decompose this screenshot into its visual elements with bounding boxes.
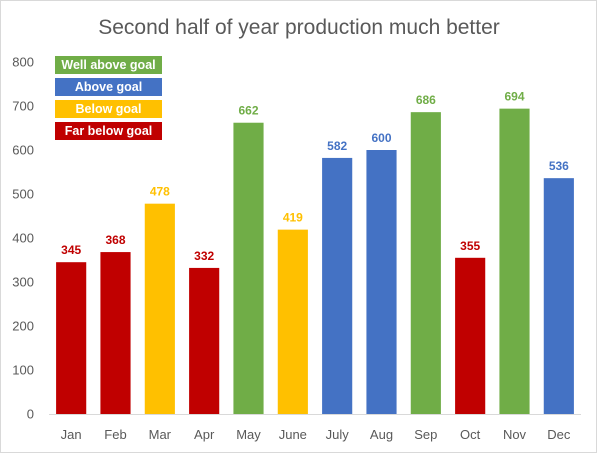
data-label: 355 bbox=[460, 239, 480, 253]
legend-label: Well above goal bbox=[61, 58, 155, 72]
y-tick-label: 700 bbox=[12, 99, 34, 114]
data-label: 600 bbox=[371, 131, 391, 145]
data-label: 536 bbox=[549, 159, 569, 173]
x-tick-label: June bbox=[279, 427, 307, 442]
y-tick-label: 500 bbox=[12, 187, 34, 202]
y-tick-label: 400 bbox=[12, 231, 34, 246]
chart-title: Second half of year production much bett… bbox=[98, 16, 500, 39]
bar-oct bbox=[455, 257, 486, 414]
x-axis: Jan Feb Mar Apr May June July Aug Sep Oct Nov Dec bbox=[49, 414, 581, 442]
y-tick-label: 200 bbox=[12, 319, 34, 334]
data-label: 478 bbox=[150, 185, 170, 199]
data-label: 582 bbox=[327, 139, 347, 153]
bar-jan bbox=[56, 262, 87, 414]
x-tick-label: Nov bbox=[503, 427, 527, 442]
legend-label: Far below goal bbox=[65, 124, 153, 138]
legend-swatch-below bbox=[55, 100, 162, 118]
y-tick-label: 0 bbox=[27, 407, 34, 422]
data-label: 686 bbox=[416, 93, 436, 107]
x-tick-label: Aug bbox=[370, 427, 393, 442]
legend-label: Above goal bbox=[75, 80, 142, 94]
bar-dec bbox=[543, 178, 574, 414]
data-label: 368 bbox=[105, 233, 125, 247]
bar-july bbox=[322, 157, 353, 415]
bars bbox=[56, 108, 574, 415]
legend-swatch-above bbox=[55, 78, 162, 96]
legend-label: Below goal bbox=[76, 102, 142, 116]
legend-swatch-far-below bbox=[55, 122, 162, 140]
bar-feb bbox=[100, 252, 131, 414]
bar-june bbox=[277, 229, 308, 414]
data-label: 345 bbox=[61, 243, 81, 257]
y-tick-label: 300 bbox=[12, 275, 34, 290]
x-tick-label: May bbox=[236, 427, 261, 442]
x-tick-label: Oct bbox=[460, 427, 481, 442]
bar-may bbox=[233, 122, 264, 414]
bar-aug bbox=[366, 150, 397, 414]
bar-mar bbox=[144, 203, 175, 414]
data-label: 662 bbox=[238, 104, 258, 118]
x-tick-label: Mar bbox=[149, 427, 172, 442]
legend: Well above goal Above goal Below goal Far b… bbox=[55, 56, 162, 140]
x-tick-label: Feb bbox=[104, 427, 126, 442]
legend-swatch-well-above bbox=[55, 56, 162, 74]
x-tick-label: Jan bbox=[61, 427, 82, 442]
x-tick-label: Sep bbox=[414, 427, 437, 442]
x-tick-label: July bbox=[326, 427, 350, 442]
y-tick-label: 800 bbox=[12, 55, 34, 70]
bar-nov bbox=[499, 108, 530, 414]
x-tick-label: Dec bbox=[547, 427, 571, 442]
y-axis: 0 100 200 300 400 500 600 700 800 bbox=[12, 55, 34, 422]
data-label: 694 bbox=[504, 90, 524, 104]
data-label: 419 bbox=[283, 211, 303, 225]
data-label: 332 bbox=[194, 249, 214, 263]
y-tick-label: 600 bbox=[12, 143, 34, 158]
data-labels: 345 368 478 332 662 419 582 600 686 355 694 536 bbox=[61, 90, 569, 263]
bar-sep bbox=[410, 112, 441, 414]
x-tick-label: Apr bbox=[194, 427, 215, 442]
y-tick-label: 100 bbox=[12, 363, 34, 378]
bar-apr bbox=[189, 267, 220, 414]
